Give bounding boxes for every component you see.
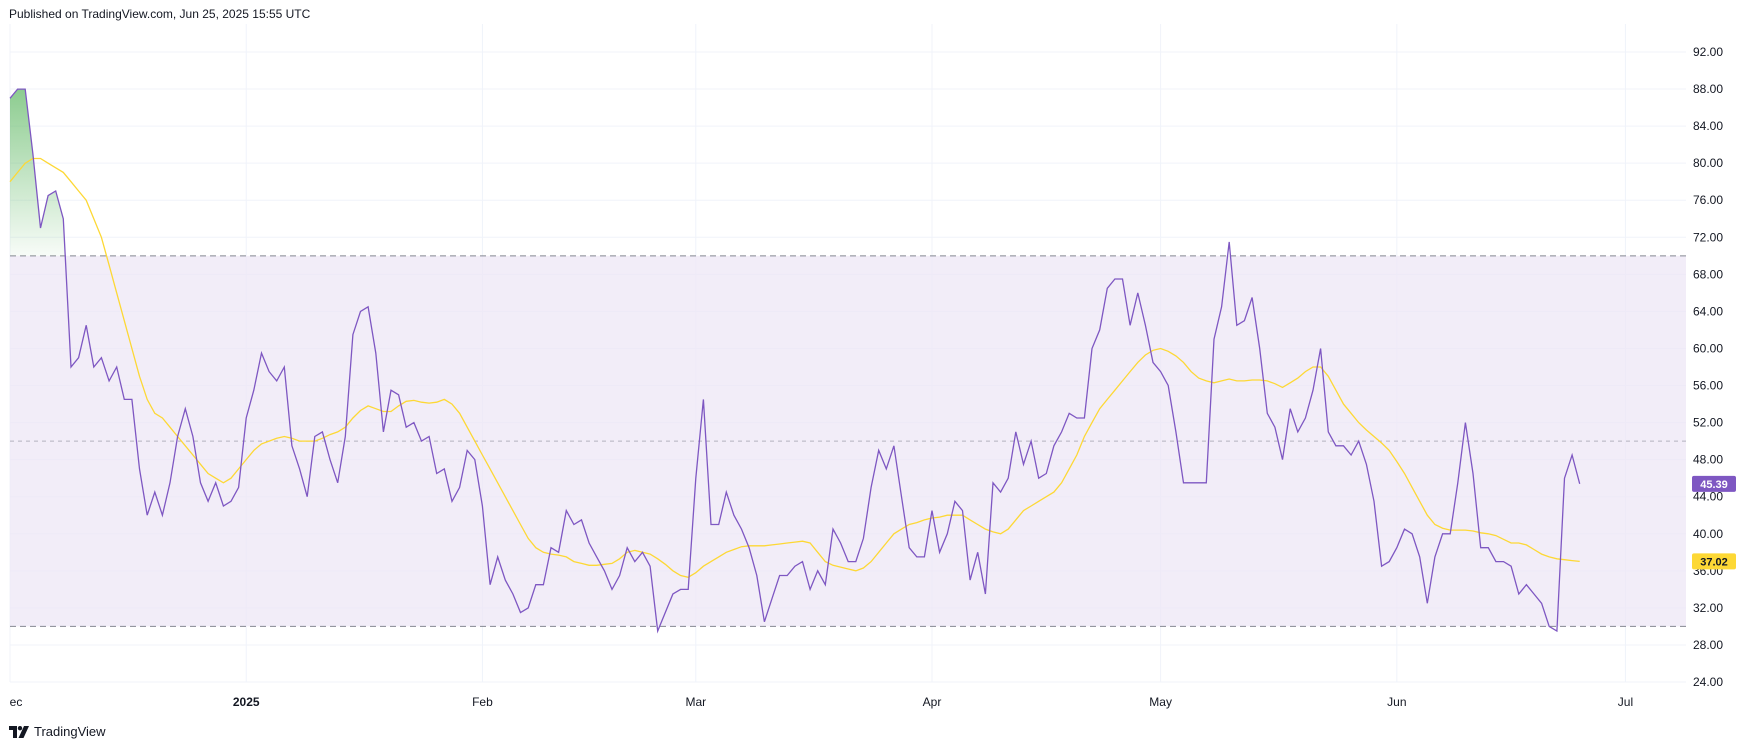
last-value-badges: 45.39 37.02 <box>1692 475 1736 570</box>
y-tick-label: 72.00 <box>1693 230 1723 244</box>
y-tick-label: 56.00 <box>1693 379 1723 393</box>
y-tick-label: 84.00 <box>1693 119 1723 133</box>
x-tick-label: Jul <box>1618 695 1633 709</box>
y-tick-label: 28.00 <box>1693 638 1723 652</box>
y-tick-label: 68.00 <box>1693 267 1723 281</box>
x-tick-label: May <box>1149 695 1172 709</box>
rsi-last-value-badge-label: 45.39 <box>1700 479 1728 491</box>
footer-brand-label: TradingView <box>34 724 106 739</box>
footer-brand[interactable]: TradingView <box>9 724 106 739</box>
overbought-fill <box>10 89 66 256</box>
published-text: Published on TradingView.com, Jun 25, 20… <box>9 7 311 21</box>
y-tick-label: 40.00 <box>1693 527 1723 541</box>
x-tick-label: Feb <box>472 695 493 709</box>
y-tick-label: 48.00 <box>1693 453 1723 467</box>
y-tick-label: 88.00 <box>1693 82 1723 96</box>
ma-last-value-badge-label: 37.02 <box>1700 556 1728 568</box>
y-tick-label: 52.00 <box>1693 416 1723 430</box>
ma-last-value-badge <box>1692 553 1736 570</box>
y-axis-ticks: 24.0028.0032.0036.0040.0044.0048.0052.00… <box>1693 45 1723 689</box>
x-tick-label: ec <box>10 695 23 709</box>
published-caption: Published on TradingView.com, Jun 25, 20… <box>9 7 310 21</box>
y-tick-label: 76.00 <box>1693 193 1723 207</box>
ma-series-line <box>9 157 1580 578</box>
x-tick-label: Mar <box>685 695 706 709</box>
y-tick-label: 44.00 <box>1693 490 1723 504</box>
x-axis-ticks: ec 2025 Feb Mar Apr May Jun Jul <box>10 695 1633 709</box>
x-tick-label: Jun <box>1387 695 1406 709</box>
y-tick-label: 64.00 <box>1693 304 1723 318</box>
y-tick-label: 92.00 <box>1693 45 1723 59</box>
rsi-band-background <box>10 255 1686 627</box>
rsi-series-line <box>9 88 1581 634</box>
y-tick-label: 80.00 <box>1693 156 1723 170</box>
rsi-last-value-badge <box>1692 475 1736 492</box>
y-tick-label: 32.00 <box>1693 601 1723 615</box>
y-tick-label: 24.00 <box>1693 675 1723 689</box>
x-tick-label: Apr <box>923 695 942 709</box>
x-tick-label: 2025 <box>233 695 260 709</box>
y-tick-label: 60.00 <box>1693 341 1723 355</box>
tradingview-logo-icon <box>9 725 29 738</box>
